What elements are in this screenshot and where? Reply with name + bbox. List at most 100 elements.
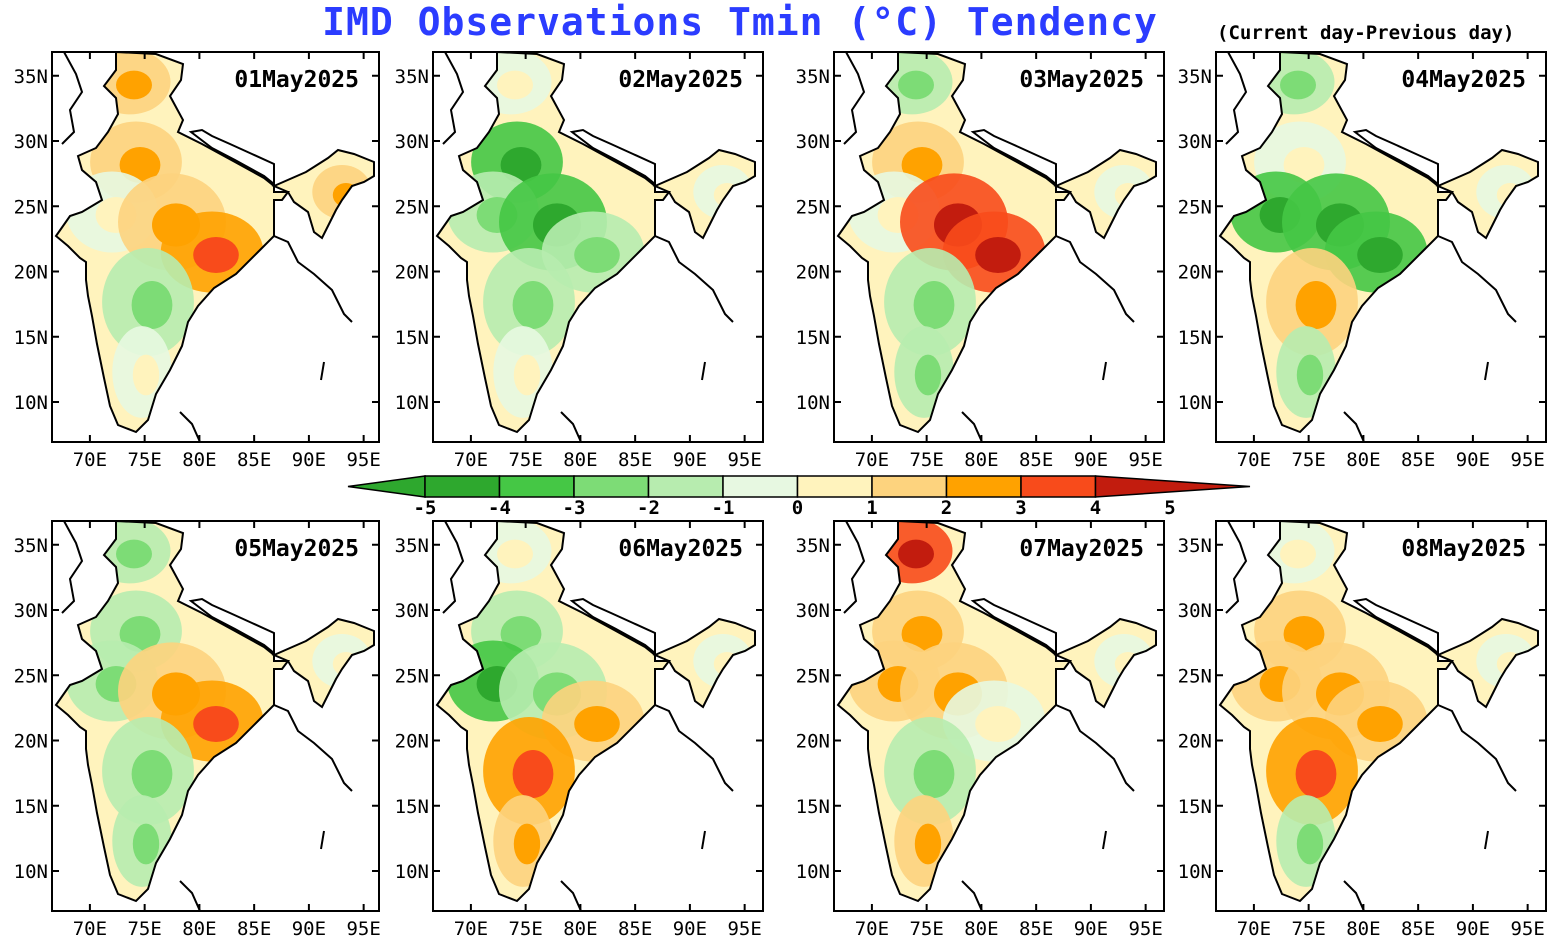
lon-tick-label: 95E bbox=[346, 449, 380, 471]
shaded-core bbox=[512, 750, 554, 798]
shaded-core bbox=[497, 70, 533, 100]
lat-tick-label: 10N bbox=[1178, 392, 1212, 414]
shaded-core bbox=[898, 539, 934, 569]
map-frame bbox=[833, 520, 1165, 912]
colorbar-label: -3 bbox=[563, 497, 586, 519]
shaded-core bbox=[513, 823, 541, 865]
shaded-core bbox=[132, 823, 160, 865]
lon-tick-label: 80E bbox=[182, 918, 216, 940]
country-boundaries bbox=[836, 519, 1157, 912]
lon-tick-label: 75E bbox=[508, 449, 542, 471]
map-frame bbox=[51, 520, 380, 912]
lon-tick-label: 95E bbox=[1510, 449, 1544, 471]
shaded-core bbox=[1296, 823, 1324, 865]
colorbar-label: -2 bbox=[637, 497, 660, 519]
colorbar-segment bbox=[722, 475, 799, 498]
lat-tick-label: 30N bbox=[395, 131, 429, 153]
lat-tick-label: 30N bbox=[796, 131, 830, 153]
shaded-core bbox=[574, 706, 620, 742]
lat-tick-label: 15N bbox=[1178, 327, 1212, 349]
lon-tick-label: 80E bbox=[964, 918, 998, 940]
country-boundaries bbox=[54, 50, 375, 443]
lon-tick-label: 75E bbox=[127, 918, 161, 940]
lat-tick-label: 20N bbox=[1178, 262, 1212, 284]
shaded-core bbox=[116, 70, 152, 100]
shaded-core bbox=[1280, 70, 1316, 100]
lat-tick-label: 25N bbox=[796, 196, 830, 218]
lon-tick-label: 75E bbox=[1291, 449, 1325, 471]
shaded-core bbox=[975, 706, 1021, 742]
lat-tick-label: 20N bbox=[1178, 731, 1212, 753]
lon-tick-label: 90E bbox=[1456, 918, 1490, 940]
shaded-core bbox=[512, 281, 554, 329]
lon-tick-label: 95E bbox=[1510, 918, 1544, 940]
lat-tick-label: 15N bbox=[1178, 796, 1212, 818]
shaded-core bbox=[898, 70, 934, 100]
lat-tick-label: 25N bbox=[395, 665, 429, 687]
country-boundaries bbox=[435, 519, 756, 912]
colorbar-label: -1 bbox=[712, 497, 735, 519]
lat-tick-label: 10N bbox=[395, 392, 429, 414]
lat-tick-label: 25N bbox=[395, 196, 429, 218]
lon-tick-label: 80E bbox=[563, 449, 597, 471]
lon-tick-label: 85E bbox=[618, 918, 652, 940]
colorbar-segment bbox=[424, 475, 501, 498]
map-panel: 01May2025 35N 30N 25N 20N 15N 10N 70E 75E 80E 85E 9… bbox=[14, 50, 381, 471]
lon-tick-label: 90E bbox=[292, 918, 326, 940]
shaded-core bbox=[193, 706, 239, 742]
lon-tick-label: 70E bbox=[1237, 918, 1271, 940]
lon-tick-label: 90E bbox=[673, 918, 707, 940]
shaded-core bbox=[1295, 281, 1337, 329]
colorbar-segment bbox=[647, 475, 724, 498]
lon-tick-label: 70E bbox=[454, 449, 488, 471]
map-panel: 02May2025 35N 30N 25N 20N 15N 10N 70E 75E 80E 85E 9… bbox=[395, 50, 764, 471]
shaded-core bbox=[1280, 539, 1316, 569]
map-frame bbox=[1215, 520, 1547, 912]
shaded-core bbox=[914, 823, 942, 865]
colorbar-label: 3 bbox=[1015, 497, 1026, 519]
map-panel: 04May2025 35N 30N 25N 20N 15N 10N 70E 75E 80E 85E 9… bbox=[1178, 50, 1547, 471]
colorbar-segment bbox=[573, 475, 650, 498]
shaded-core bbox=[1283, 616, 1325, 652]
shaded-core bbox=[1296, 354, 1324, 396]
lat-tick-label: 10N bbox=[796, 392, 830, 414]
shaded-core bbox=[132, 354, 160, 396]
lon-tick-label: 95E bbox=[1128, 449, 1162, 471]
shaded-core bbox=[193, 237, 239, 273]
lat-tick-label: 30N bbox=[14, 600, 48, 622]
lon-tick-label: 70E bbox=[1237, 449, 1271, 471]
lon-tick-label: 85E bbox=[1019, 449, 1053, 471]
lon-tick-label: 70E bbox=[454, 918, 488, 940]
shaded-core bbox=[513, 354, 541, 396]
map-panel: 08May2025 35N 30N 25N 20N 15N 10N 70E 75E 80E 85E 9… bbox=[1178, 519, 1547, 940]
panel-date: 01May2025 bbox=[234, 67, 359, 93]
panel-date: 05May2025 bbox=[234, 536, 359, 562]
colorbar-label: 1 bbox=[866, 497, 877, 519]
lat-tick-label: 35N bbox=[395, 535, 429, 557]
map-panel: 05May2025 35N 30N 25N 20N 15N 10N 70E 75E 80E 85E 9… bbox=[14, 519, 381, 940]
colorbar-segment bbox=[945, 475, 1022, 498]
lon-tick-label: 80E bbox=[1346, 449, 1380, 471]
colorbar-segment bbox=[871, 475, 948, 498]
map-panel: 06May2025 35N 30N 25N 20N 15N 10N 70E 75E 80E 85E 9… bbox=[395, 519, 764, 940]
lon-tick-label: 90E bbox=[292, 449, 326, 471]
lon-tick-label: 70E bbox=[73, 449, 107, 471]
lat-tick-label: 20N bbox=[14, 731, 48, 753]
panel-date: 04May2025 bbox=[1401, 67, 1526, 93]
shaded-core bbox=[1283, 147, 1325, 183]
lon-tick-label: 95E bbox=[727, 918, 761, 940]
lat-tick-label: 35N bbox=[14, 66, 48, 88]
map-frame bbox=[833, 51, 1165, 443]
shaded-core bbox=[500, 616, 542, 652]
lat-tick-label: 35N bbox=[14, 535, 48, 557]
lon-tick-label: 85E bbox=[618, 449, 652, 471]
lon-tick-label: 85E bbox=[1401, 449, 1435, 471]
lat-tick-label: 15N bbox=[14, 796, 48, 818]
lat-tick-label: 20N bbox=[796, 731, 830, 753]
lat-tick-label: 25N bbox=[1178, 196, 1212, 218]
country-boundaries bbox=[1218, 50, 1539, 443]
lon-tick-label: 80E bbox=[964, 449, 998, 471]
colorbar-max-arrow bbox=[1094, 475, 1251, 498]
lat-tick-label: 35N bbox=[395, 66, 429, 88]
map-frame bbox=[432, 520, 764, 912]
